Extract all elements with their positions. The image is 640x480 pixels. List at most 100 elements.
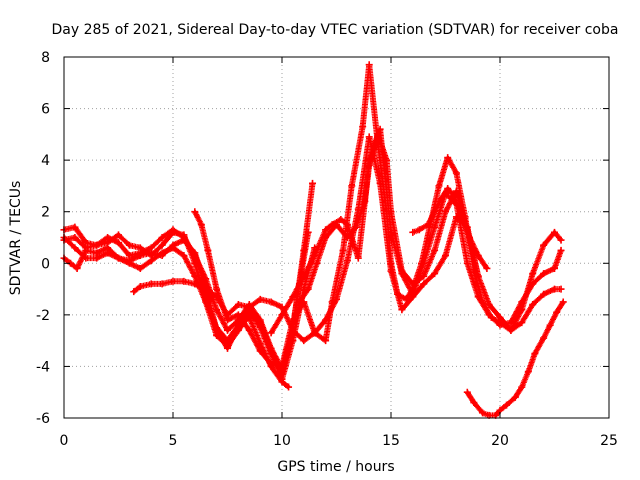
data-point — [191, 280, 199, 288]
data-point — [267, 344, 275, 352]
data-point — [431, 208, 439, 216]
data-point — [551, 285, 558, 293]
data-point — [191, 249, 199, 257]
data-point — [278, 378, 286, 386]
data-point — [557, 236, 565, 244]
chart-title: Day 285 of 2021, Sidereal Day-to-day VTE… — [52, 22, 619, 38]
data-point — [169, 277, 177, 285]
data-point — [420, 280, 428, 288]
data-point — [309, 179, 317, 187]
data-point — [278, 311, 286, 319]
data-point — [104, 234, 112, 241]
data-point — [444, 185, 452, 193]
series-markers — [61, 180, 316, 372]
data-point — [82, 244, 90, 252]
data-point — [470, 399, 478, 407]
data-point — [125, 257, 133, 265]
data-point — [289, 316, 297, 324]
series-track-3 — [60, 179, 317, 373]
data-point — [365, 61, 373, 69]
data-point — [125, 241, 133, 249]
data-point — [104, 249, 112, 257]
data-point — [479, 409, 487, 417]
data-point — [115, 239, 122, 247]
data-point — [444, 154, 452, 162]
data-point — [387, 208, 395, 216]
data-point — [115, 254, 122, 262]
data-point — [234, 301, 242, 309]
data-point — [267, 298, 275, 306]
data-point — [322, 226, 330, 234]
data-point — [359, 123, 367, 131]
tick-labels: 0 5 10 15 20 25 -6 -4 -2 0 2 4 6 8 — [36, 50, 618, 449]
data-point — [546, 321, 554, 329]
data-point — [300, 246, 308, 254]
data-point — [437, 195, 445, 203]
data-point — [224, 326, 231, 334]
data-point — [285, 383, 293, 391]
data-point — [383, 156, 391, 164]
data-point — [136, 264, 144, 272]
x-tick-label: 15 — [382, 433, 400, 449]
data-point — [245, 313, 253, 321]
data-point — [158, 252, 166, 260]
data-point — [322, 234, 330, 241]
data-point — [93, 254, 101, 262]
data-point — [180, 252, 188, 260]
data-point — [540, 270, 548, 278]
data-point — [511, 393, 519, 401]
y-tick-label: -2 — [36, 308, 50, 324]
y-tick-label: -4 — [36, 359, 50, 375]
data-point — [431, 270, 439, 278]
x-axis-label: GPS time / hours — [277, 459, 394, 475]
data-point — [130, 288, 138, 296]
data-point — [343, 221, 351, 229]
data-point — [71, 244, 79, 252]
data-point — [224, 344, 231, 352]
data-point — [337, 215, 345, 223]
data-point — [435, 182, 443, 190]
data-point — [398, 306, 406, 314]
data-point — [361, 197, 369, 205]
y-tick-label: 6 — [41, 102, 50, 118]
data-point — [328, 298, 336, 306]
data-point — [313, 259, 321, 267]
data-point — [557, 246, 565, 254]
data-point — [496, 321, 504, 329]
data-point — [524, 368, 532, 376]
data-point — [551, 264, 558, 272]
data-point — [559, 298, 567, 306]
data-point — [93, 241, 101, 249]
data-point — [474, 252, 482, 260]
data-point — [71, 223, 79, 231]
data-point — [245, 326, 253, 334]
data-point — [180, 236, 188, 244]
x-tick-label: 20 — [491, 433, 509, 449]
data-point — [365, 133, 373, 141]
data-point — [531, 350, 539, 358]
data-point — [352, 223, 360, 231]
data-point — [529, 301, 537, 309]
data-point — [452, 187, 460, 195]
data-point — [420, 272, 428, 280]
data-point — [431, 223, 439, 231]
data-point — [300, 272, 308, 280]
data-point — [213, 326, 221, 334]
data-point — [553, 308, 561, 316]
data-point — [394, 290, 402, 298]
data-point — [169, 241, 177, 249]
data-point — [202, 285, 210, 293]
data-point — [354, 254, 362, 262]
grid — [64, 57, 609, 418]
data-point — [431, 246, 439, 254]
data-point — [387, 259, 395, 267]
data-point — [409, 290, 417, 298]
data-point — [503, 401, 511, 409]
data-point — [224, 316, 231, 324]
x-tick-label: 0 — [60, 433, 69, 449]
series-track-9 — [409, 185, 491, 272]
data-point — [474, 293, 482, 301]
data-point — [518, 383, 526, 391]
data-point — [376, 125, 384, 133]
